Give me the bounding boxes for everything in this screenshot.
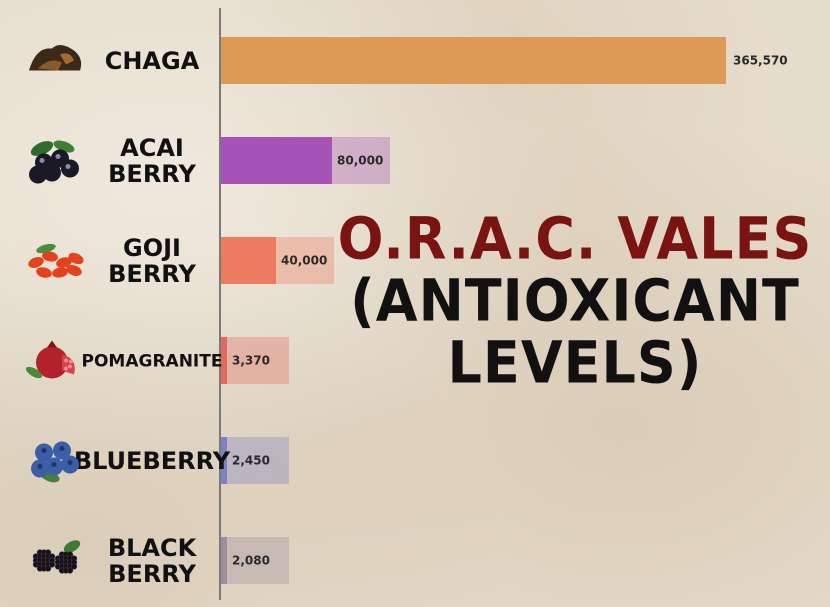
bar bbox=[221, 137, 332, 184]
category-label: BERRY bbox=[108, 160, 196, 188]
bar-label-panel bbox=[221, 537, 289, 584]
bar bbox=[221, 337, 227, 384]
blueberry-icon bbox=[31, 441, 79, 483]
bar bbox=[221, 37, 726, 84]
chart-title-line-2: (ANTIOXICANT bbox=[350, 266, 800, 335]
acai-berry-icon bbox=[29, 140, 79, 184]
bar-row: 365,570 CHAGA bbox=[29, 37, 788, 84]
category-label: ACAI bbox=[120, 134, 184, 162]
data-label: 3,370 bbox=[232, 354, 270, 368]
category-label: CHAGA bbox=[105, 47, 200, 75]
category-label: BLACK bbox=[108, 534, 198, 562]
pomegranate-icon bbox=[25, 340, 75, 379]
data-label: 2,080 bbox=[232, 554, 270, 568]
category-label: BLUEBERRY bbox=[74, 447, 231, 475]
data-label: 40,000 bbox=[281, 254, 327, 268]
category-label: BERRY bbox=[108, 560, 196, 588]
bar bbox=[221, 437, 227, 484]
data-label: 80,000 bbox=[337, 154, 383, 168]
chart-title: O.R.A.C. VALES (ANTIOXICANT LEVELS) bbox=[330, 204, 820, 397]
blackberry-icon bbox=[32, 540, 81, 574]
bar-row: 3,370 POMAGRANITE bbox=[25, 337, 289, 384]
chaga-mushroom-icon bbox=[29, 44, 82, 71]
data-label: 2,450 bbox=[232, 454, 270, 468]
category-label: GOJI bbox=[123, 234, 181, 262]
bar-label-panel bbox=[221, 437, 289, 484]
category-label: BERRY bbox=[108, 260, 196, 288]
data-label: 365,570 bbox=[733, 54, 788, 68]
chart-title-line-3: LEVELS) bbox=[447, 328, 703, 397]
bar bbox=[221, 237, 276, 284]
bar bbox=[221, 537, 227, 584]
bar-label-panel bbox=[221, 337, 289, 384]
goji-berry-icon bbox=[28, 243, 84, 278]
chart-title-line-1: O.R.A.C. VALES bbox=[337, 204, 813, 273]
category-label: POMAGRANITE bbox=[82, 352, 223, 372]
